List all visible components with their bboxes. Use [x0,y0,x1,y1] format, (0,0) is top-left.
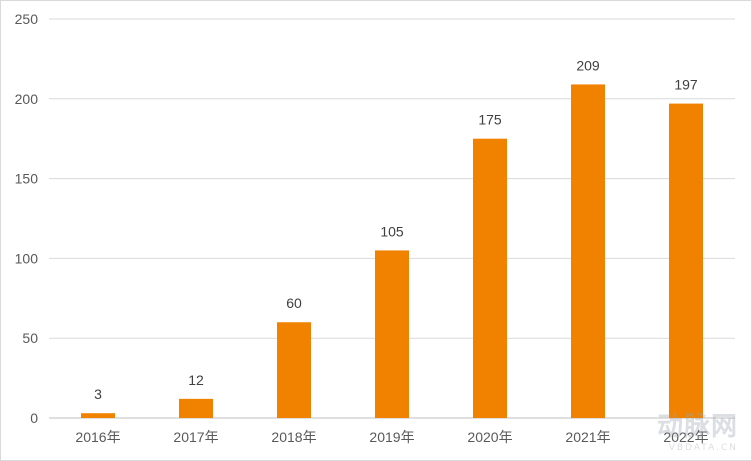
x-tick-label: 2021年 [565,429,610,445]
y-tick-label: 150 [15,171,39,187]
data-label: 105 [380,223,404,239]
y-tick-label: 200 [15,91,39,107]
bar [179,398,213,418]
watermark-logo: 动脉网 VBDATA.CN [657,406,738,453]
y-axis-ticks: 0 50 100 150 200 250 [15,11,39,426]
gridlines [49,18,735,419]
y-tick-label: 50 [22,330,38,346]
data-label: 175 [478,112,502,128]
bar [669,103,703,418]
watermark-subtext: VBDATA.CN [668,443,738,453]
bar [277,322,311,418]
bar [375,250,409,418]
bars [81,84,703,418]
y-tick-label: 100 [15,250,39,266]
x-tick-label: 2019年 [369,429,414,445]
bar [473,138,507,418]
x-tick-label: 2016年 [75,429,120,445]
data-label: 12 [188,372,204,388]
data-label: 209 [576,57,600,73]
x-tick-label: 2017年 [173,429,218,445]
y-tick-label: 250 [15,11,39,27]
data-label: 3 [94,386,102,402]
bar [81,413,115,418]
data-label: 60 [286,295,302,311]
y-tick-label: 0 [30,410,38,426]
watermark-text: 动脉网 [656,412,738,442]
data-label: 197 [674,77,698,93]
x-axis-ticks: 2016年 2017年 2018年 2019年 2020年 2021年 2022年 [75,429,708,445]
x-tick-label: 2018年 [271,429,316,445]
data-labels: 3 12 60 105 175 209 197 [94,57,698,402]
bar [571,84,605,418]
x-tick-label: 2022年 [663,429,708,445]
x-tick-label: 2020年 [467,429,512,445]
